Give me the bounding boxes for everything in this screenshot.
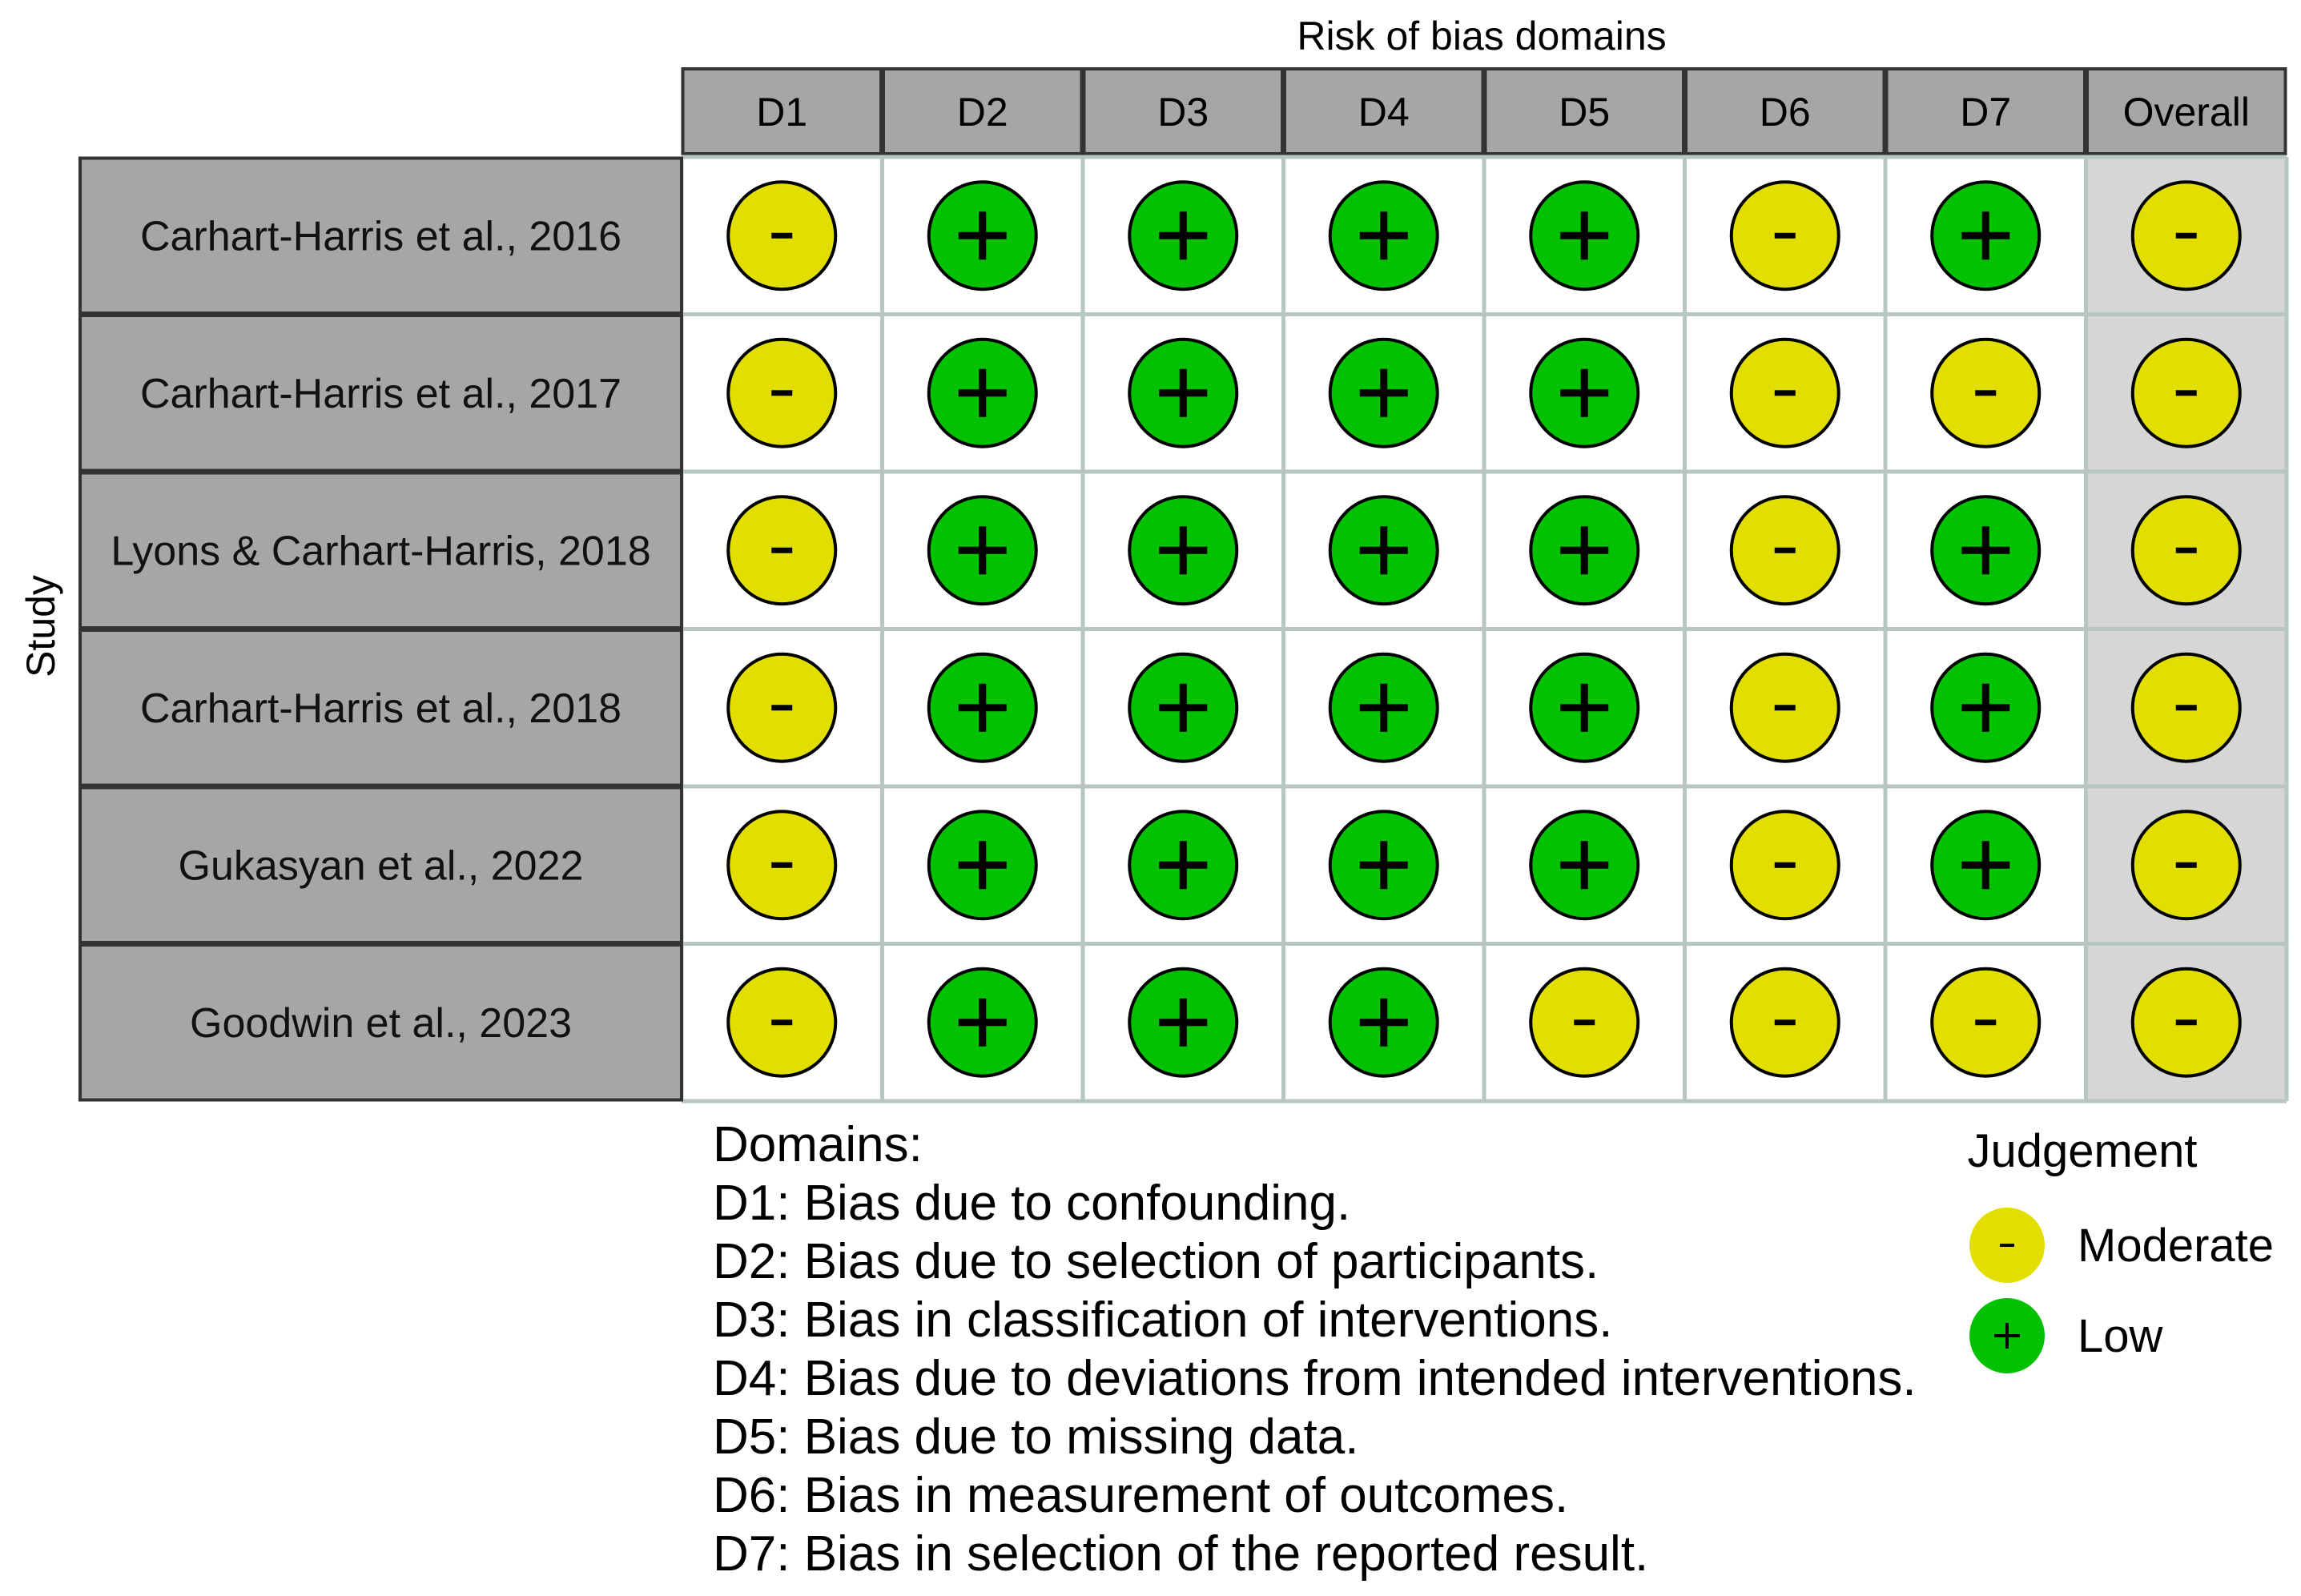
chart-title: Risk of bias domains	[1297, 14, 1666, 58]
judgement-symbol-plus	[1961, 526, 2010, 575]
column-header-label: D2	[957, 90, 1008, 135]
column-header-d7	[1885, 67, 2086, 155]
column-header-overall	[2086, 67, 2287, 155]
legend-title: Judgement	[1968, 1125, 2198, 1177]
judgement-symbol-plus	[958, 211, 1007, 260]
judgement-symbol-plus	[958, 998, 1007, 1047]
study-label: Lyons & Carhart-Harris, 2018	[111, 528, 650, 574]
column-header-d2	[882, 67, 1084, 155]
judgement-symbol-plus	[1961, 211, 2010, 260]
judgement-symbol-plus	[1159, 998, 1208, 1047]
judgement-symbol-plus	[1359, 211, 1408, 260]
column-header-label: D7	[1960, 90, 2011, 135]
judgement-symbol-plus	[1961, 683, 2010, 732]
column-header-d4	[1283, 67, 1485, 155]
legend-symbol-plus	[1994, 1323, 2020, 1349]
domain-definition: D3: Bias in classification of interventi…	[713, 1292, 1612, 1348]
judgement-symbol-plus	[1560, 368, 1609, 417]
judgement-symbol-plus	[1359, 526, 1408, 575]
study-label: Carhart-Harris et al., 2018	[140, 685, 622, 732]
domain-definitions: Domains:D1: Bias due to confounding.D2: …	[713, 1117, 1917, 1582]
judgement-symbol-plus	[1359, 841, 1408, 890]
column-header-label: D4	[1358, 90, 1410, 135]
judgement-symbol-plus	[1159, 841, 1208, 890]
legend-label-moderate: Moderate	[2078, 1220, 2274, 1272]
column-header-d5	[1483, 67, 1685, 155]
judgement-symbol-plus	[958, 841, 1007, 890]
study-label-box	[78, 786, 683, 944]
column-header-label: D6	[1760, 90, 1811, 135]
study-label-box	[78, 314, 683, 472]
judgement-symbol-plus	[958, 683, 1007, 732]
judgement-symbol-plus	[1359, 368, 1408, 417]
study-label-box	[78, 156, 683, 315]
study-label: Goodwin et al., 2023	[190, 1000, 572, 1047]
domain-definition: D2: Bias due to selection of participant…	[713, 1234, 1599, 1289]
domain-definition: D4: Bias due to deviations from intended…	[713, 1351, 1917, 1406]
column-header-label: D5	[1559, 90, 1610, 135]
judgement-symbol-plus	[1560, 526, 1609, 575]
judgement-symbol-plus	[1560, 211, 1609, 260]
judgement-symbol-plus	[1961, 841, 2010, 890]
study-label: Carhart-Harris et al., 2017	[140, 371, 622, 417]
domain-definition: D1: Bias due to confounding.	[713, 1176, 1350, 1231]
column-header-d3	[1082, 67, 1284, 155]
column-header-d6	[1684, 67, 1886, 155]
judgement-symbol-plus	[1159, 211, 1208, 260]
risk-table: D1 D2 D3 D4 D5 D6 D7 Overall Carhart-Harris et a…	[78, 67, 2289, 1104]
judgement-symbol-plus	[1359, 998, 1408, 1047]
y-axis-label: Study	[18, 575, 63, 677]
legend-label-low: Low	[2078, 1310, 2164, 1362]
column-header-d1	[681, 67, 883, 155]
study-label-box	[78, 943, 683, 1102]
judgement-symbol-plus	[1159, 368, 1208, 417]
judgement-symbol-plus	[1159, 526, 1208, 575]
judgement-symbol-plus	[1560, 683, 1609, 732]
judgement-symbol-plus	[1159, 683, 1208, 732]
domain-definition: D6: Bias in measurement of outcomes.	[713, 1468, 1568, 1523]
judgement-symbol-plus	[1359, 683, 1408, 732]
column-header-label: D1	[756, 90, 807, 135]
domains-title: Domains:	[713, 1117, 923, 1172]
study-label-box	[78, 471, 683, 629]
judgement-symbol-plus	[958, 368, 1007, 417]
judgement-symbol-plus	[1560, 841, 1609, 890]
judgement-symbol-plus	[958, 526, 1007, 575]
column-header-label: Overall	[2123, 90, 2250, 135]
domain-definition: D5: Bias due to missing data.	[713, 1409, 1358, 1465]
study-label: Carhart-Harris et al., 2016	[140, 213, 622, 259]
study-label-box	[78, 629, 683, 787]
column-header-label: D3	[1157, 90, 1209, 135]
study-label: Gukasyan et al., 2022	[179, 842, 584, 889]
judgement-legend: Judgement Moderate Low	[1968, 1125, 2274, 1373]
domain-definition: D7: Bias in selection of the reported re…	[713, 1526, 1648, 1582]
